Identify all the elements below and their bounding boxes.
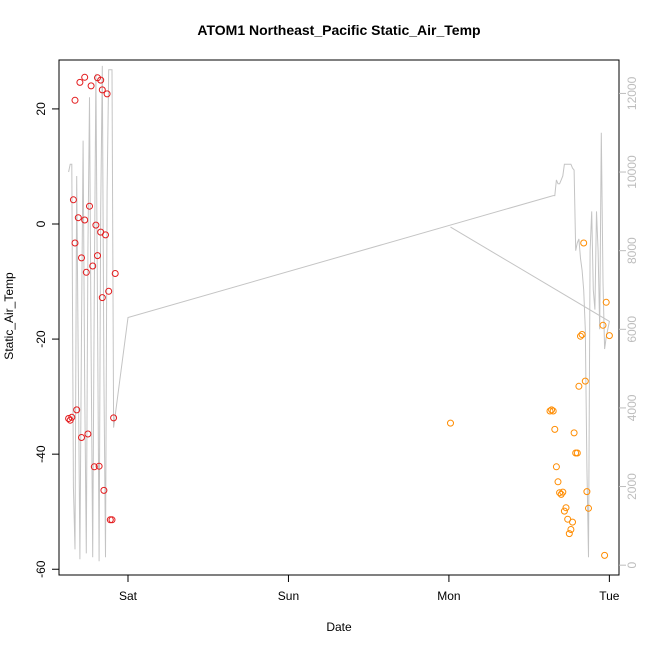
data-point-series-2 [578, 331, 586, 338]
data-point-series-2 [546, 407, 554, 415]
data-point-series-1 [81, 73, 89, 81]
y-axis-label: Static_Air_Temp [2, 272, 16, 360]
data-point-series-1 [95, 462, 103, 470]
data-point-series-2 [583, 488, 591, 496]
data-point-series-1 [78, 254, 85, 262]
data-point-series-1 [78, 434, 85, 441]
y2-tick-label: 6000 [625, 316, 639, 343]
y-tick-label: 20 [34, 102, 48, 116]
data-point-series-2 [569, 518, 576, 526]
data-point-series-1 [111, 270, 119, 277]
data-point-series-1 [87, 82, 95, 90]
data-point-series-1 [90, 463, 98, 471]
plot-frame [58, 59, 620, 576]
y-tick-label: -20 [34, 330, 48, 348]
y-tick-label: -40 [34, 445, 48, 463]
data-point-series-2 [548, 406, 556, 414]
data-point-series-1 [103, 90, 111, 98]
y2-tick-label: 0 [625, 562, 639, 569]
x-tick-label: Tue [599, 589, 620, 603]
data-point-series-1 [65, 415, 73, 422]
data-point-series-2 [551, 425, 559, 433]
data-point-series-2 [556, 489, 564, 497]
data-point-series-2 [447, 419, 454, 427]
data-point-series-1 [76, 78, 84, 86]
data-point-series-1 [84, 430, 92, 438]
data-point-series-2 [565, 530, 573, 538]
data-point-series-1 [100, 486, 108, 494]
altitude-line [68, 65, 610, 562]
data-point-series-2 [580, 239, 588, 247]
y2-tick-label: 8000 [625, 237, 639, 264]
data-point-series-2 [601, 551, 609, 559]
data-point-series-1 [71, 96, 79, 104]
data-points-layer [65, 73, 613, 559]
data-point-series-1 [110, 414, 118, 422]
data-point-series-1 [82, 268, 90, 276]
x-axis-label: Date [326, 620, 352, 634]
y-tick-label: 0 [34, 220, 48, 227]
data-point-series-1 [97, 76, 105, 84]
x-axis: Sat Sun Mon Tue [119, 575, 620, 603]
x-tick-label: Sun [278, 589, 299, 603]
data-point-series-1 [81, 216, 89, 224]
data-point-series-2 [570, 429, 578, 437]
altitude-line-layer [68, 65, 610, 562]
data-point-series-2 [577, 332, 584, 340]
x-tick-label: Mon [437, 589, 460, 603]
data-point-series-2 [573, 449, 581, 457]
data-point-series-2 [552, 463, 560, 471]
y-tick-label: -60 [34, 560, 48, 578]
data-point-series-1 [86, 202, 93, 210]
data-point-series-1 [105, 287, 113, 295]
data-point-series-1 [98, 86, 106, 94]
data-point-series-2 [559, 488, 567, 496]
data-point-series-2 [554, 478, 562, 486]
y2-tick-label: 2000 [625, 473, 639, 500]
data-point-series-1 [89, 262, 97, 270]
data-point-series-2 [549, 407, 557, 415]
y-axis: -60 -40 -20 0 20 [34, 102, 59, 578]
data-point-series-2 [599, 321, 607, 329]
data-point-series-2 [560, 507, 568, 515]
data-point-series-1 [68, 413, 76, 421]
data-point-series-2 [567, 526, 575, 533]
data-point-series-1 [92, 221, 100, 229]
data-point-series-2 [575, 382, 583, 390]
data-point-series-1 [69, 196, 77, 204]
data-point-series-2 [581, 377, 589, 385]
data-point-series-2 [562, 504, 570, 512]
y2-tick-label: 4000 [625, 394, 639, 421]
data-point-series-1 [73, 406, 81, 414]
data-point-series-1 [74, 214, 82, 222]
data-point-series-1 [71, 239, 79, 247]
chart-title: ATOM1 Northeast_Pacific Static_Air_Temp [197, 22, 480, 38]
data-point-series-1 [94, 252, 101, 260]
secondary-y-axis: 0 2000 4000 6000 8000 10000 12000 [619, 76, 639, 569]
data-point-series-1 [108, 516, 116, 524]
data-point-series-2 [605, 332, 613, 340]
data-point-series-1 [102, 231, 109, 239]
data-point-series-2 [585, 504, 592, 512]
data-point-series-2 [602, 298, 610, 306]
data-point-series-1 [98, 294, 106, 302]
y2-tick-label: 10000 [625, 155, 639, 189]
x-tick-label: Sat [119, 589, 138, 603]
y2-tick-label: 12000 [625, 76, 639, 110]
